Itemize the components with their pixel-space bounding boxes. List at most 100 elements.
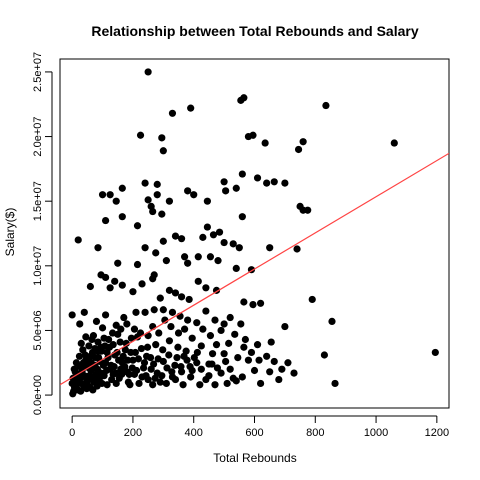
data-point	[209, 231, 218, 239]
data-point	[174, 343, 182, 351]
data-point	[135, 379, 143, 388]
data-point	[173, 353, 181, 362]
data-point	[136, 131, 145, 139]
data-point	[118, 281, 126, 289]
data-point	[165, 351, 173, 359]
data-point	[78, 373, 86, 381]
data-point	[278, 365, 286, 373]
data-point	[234, 353, 242, 362]
data-point	[205, 360, 213, 368]
data-point	[220, 350, 228, 358]
data-point	[197, 342, 205, 350]
data-points	[68, 68, 439, 398]
data-point	[214, 257, 222, 265]
data-point	[225, 339, 233, 347]
data-point	[194, 277, 202, 285]
data-point	[129, 288, 137, 296]
data-point	[266, 244, 274, 252]
data-point	[114, 259, 122, 267]
data-point	[181, 253, 189, 261]
data-point	[140, 359, 149, 367]
data-point	[261, 139, 269, 147]
data-point	[163, 364, 171, 372]
data-point	[238, 373, 246, 381]
data-point	[159, 237, 167, 245]
y-tick-label: 1.0e+07	[32, 246, 44, 286]
data-point	[100, 334, 108, 342]
data-point	[197, 365, 205, 373]
data-point	[215, 228, 224, 236]
data-point	[158, 210, 166, 218]
data-point	[81, 351, 89, 359]
data-point	[162, 257, 170, 265]
data-point	[171, 289, 180, 297]
y-tick-label: 1.5e+07	[32, 181, 44, 221]
data-point	[124, 356, 132, 364]
plot-frame	[59, 58, 450, 409]
data-point	[203, 197, 211, 205]
data-point	[183, 356, 191, 364]
data-point	[106, 284, 114, 292]
data-point	[270, 357, 278, 366]
data-point	[241, 335, 249, 344]
data-point	[177, 235, 186, 243]
data-point	[205, 372, 213, 380]
data-point	[308, 295, 316, 304]
data-point	[177, 363, 185, 371]
data-point	[222, 187, 230, 195]
data-point	[76, 320, 84, 328]
data-point	[132, 366, 141, 375]
data-point	[199, 233, 207, 241]
data-point	[208, 350, 217, 358]
data-point	[118, 370, 126, 378]
data-point	[144, 68, 152, 76]
data-point	[223, 379, 231, 388]
data-point	[202, 307, 210, 315]
data-point	[121, 346, 129, 354]
data-point	[112, 369, 120, 377]
x-tick-label: 1000	[364, 427, 388, 439]
data-point	[110, 363, 118, 371]
data-point	[294, 145, 303, 154]
data-point	[152, 341, 160, 349]
data-point	[256, 379, 265, 388]
data-point	[186, 363, 194, 371]
data-point	[86, 282, 94, 291]
data-point	[158, 134, 166, 142]
data-point	[179, 381, 187, 389]
data-point	[331, 379, 339, 388]
data-point	[85, 342, 93, 350]
data-point	[211, 381, 219, 389]
data-point	[149, 275, 157, 283]
data-point	[190, 191, 198, 199]
data-point	[290, 369, 298, 377]
data-point	[72, 359, 81, 367]
data-point	[82, 378, 91, 386]
data-point	[127, 334, 136, 342]
data-point	[211, 316, 219, 324]
data-point	[220, 178, 228, 186]
data-point	[232, 184, 240, 192]
data-point	[237, 96, 245, 104]
data-point	[77, 339, 85, 347]
data-point	[103, 381, 111, 389]
data-point	[177, 293, 186, 301]
data-point	[94, 244, 102, 252]
data-point	[247, 348, 256, 357]
data-point	[120, 313, 128, 322]
data-point	[267, 338, 275, 346]
data-point	[98, 191, 107, 199]
data-point	[220, 238, 228, 247]
data-point	[232, 264, 240, 272]
data-point	[217, 369, 225, 377]
data-point	[82, 333, 90, 341]
data-point	[88, 335, 96, 344]
data-point	[165, 286, 174, 294]
data-point	[142, 372, 150, 380]
x-axis: 0 200 400 600 800 1000 1200	[69, 415, 449, 439]
data-point	[146, 353, 155, 362]
data-point	[171, 375, 180, 384]
x-tick-label: 400	[185, 427, 203, 439]
data-point	[270, 178, 278, 186]
